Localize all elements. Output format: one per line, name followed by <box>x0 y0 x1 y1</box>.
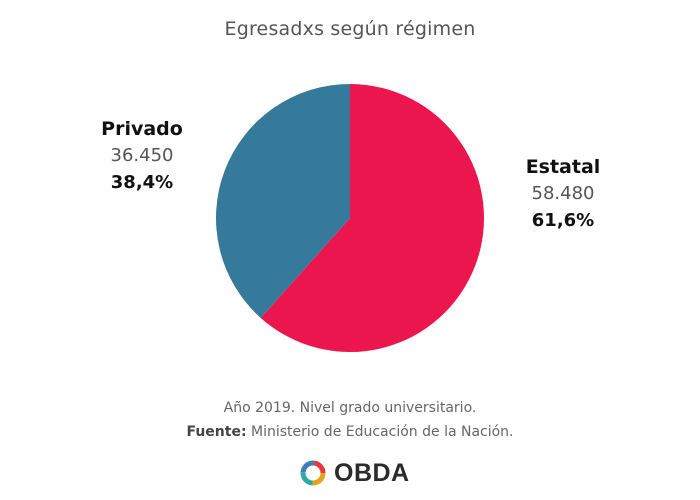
label-privado: Privado 36.450 38,4% <box>72 118 212 193</box>
chart-title: Egresadxs según régimen <box>224 18 476 40</box>
obda-logo: OBDA <box>299 458 410 488</box>
pie-slice-estatal <box>260 84 484 352</box>
footnote-year: Año 2019. Nivel grado universitario. <box>223 400 477 416</box>
label-estatal: Estatal 58.480 61,6% <box>493 156 633 231</box>
footnote-source-label: Fuente: <box>186 424 247 440</box>
label-estatal-value: 58.480 <box>531 183 595 204</box>
obda-logo-text: OBDA <box>334 458 410 487</box>
label-privado-name: Privado <box>101 118 183 140</box>
label-privado-percent: 38,4% <box>110 172 174 193</box>
footnote-source: Fuente: Ministerio de Educación de la Na… <box>0 424 700 440</box>
footnote-source-text: Ministerio de Educación de la Nación. <box>251 424 514 440</box>
obda-logo-icon <box>300 460 326 486</box>
pie-slice-privado <box>216 83 350 318</box>
label-estatal-name: Estatal <box>525 156 601 178</box>
label-privado-value: 36.450 <box>110 145 174 166</box>
label-estatal-percent: 61,6% <box>531 210 595 231</box>
